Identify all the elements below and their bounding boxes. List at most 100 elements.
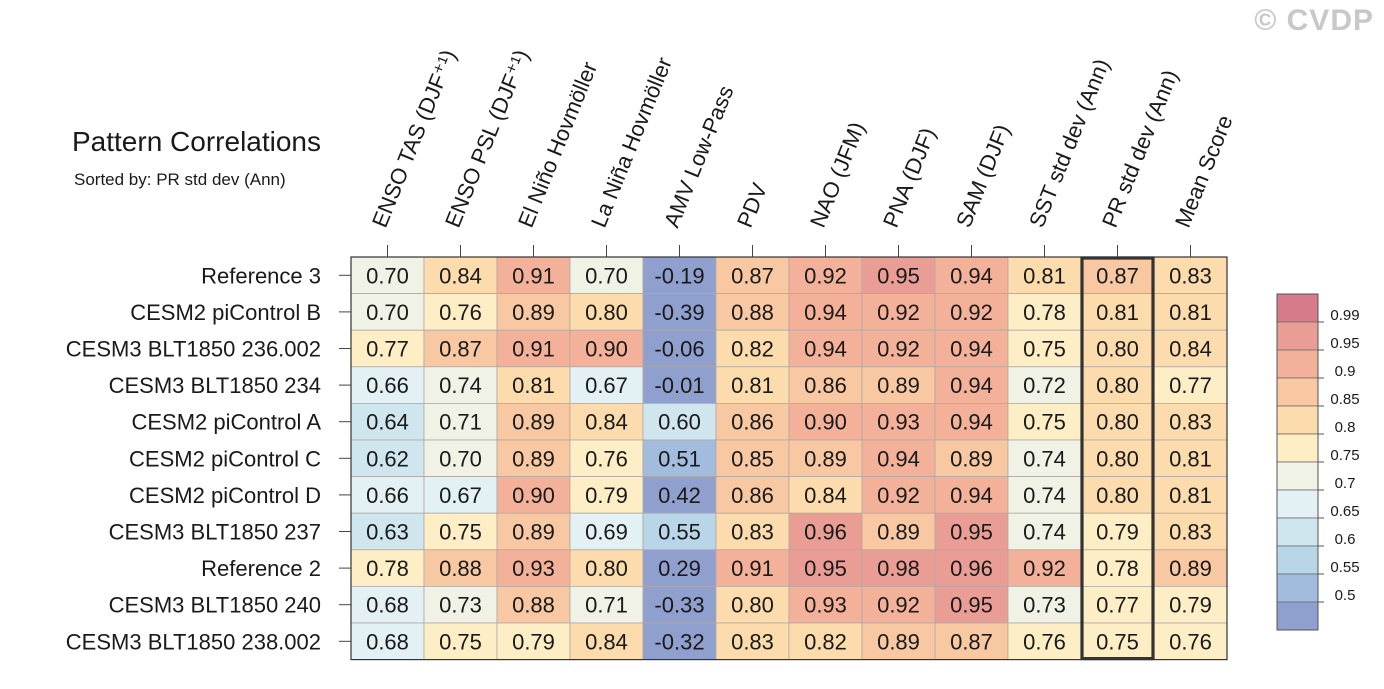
cell-value-label: 0.91 xyxy=(512,263,555,288)
cell-value-label: 0.81 xyxy=(1096,300,1139,325)
cell-value-label: 0.55 xyxy=(658,520,701,545)
colorbar-tick-label: 0.7 xyxy=(1335,475,1356,492)
heatmap-cell xyxy=(1007,586,1082,624)
column-label-sam-djf: SAM (DJF) xyxy=(951,121,1015,231)
cell-value-label: 0.81 xyxy=(1169,483,1212,508)
cell-value-label: 0.66 xyxy=(366,373,409,398)
row-label-cesm2-picontrol-a: CESM2 piControl A xyxy=(131,410,321,435)
row-label-cesm2-picontrol-d: CESM2 piControl D xyxy=(129,483,321,508)
colorbar-segment xyxy=(1276,545,1319,575)
cell-value-label: 0.87 xyxy=(950,629,993,654)
cell-value-label: -0.39 xyxy=(654,300,704,325)
cell-value-label: 0.93 xyxy=(877,410,920,435)
cell-value-label: 0.70 xyxy=(366,300,409,325)
cell-value-label: 0.75 xyxy=(439,520,482,545)
cell-value-label: 0.86 xyxy=(731,410,774,435)
heatmap-cell xyxy=(1153,549,1228,587)
heatmap-cell xyxy=(423,256,498,294)
heatmap-cell xyxy=(861,512,936,551)
cell-value-label: 0.92 xyxy=(877,593,920,618)
cell-value-label: 0.76 xyxy=(439,300,482,325)
cell-value-label: 0.87 xyxy=(439,337,482,362)
heatmap-cell xyxy=(861,402,936,441)
colorbar-tick-label: 0.8 xyxy=(1335,419,1356,436)
heatmap-cell xyxy=(642,402,717,441)
heatmap-cell xyxy=(715,293,790,331)
cell-value-label: 0.94 xyxy=(804,300,847,325)
cell-value-label: 0.92 xyxy=(804,263,847,288)
cell-value-label: 0.91 xyxy=(731,556,774,581)
cell-value-label: 0.95 xyxy=(804,556,847,581)
colorbar-segment xyxy=(1276,405,1319,435)
cell-value-label: 0.86 xyxy=(731,483,774,508)
cell-value-label: 0.92 xyxy=(1023,556,1066,581)
cell-value-label: 0.79 xyxy=(1096,520,1139,545)
cell-value-label: 0.60 xyxy=(658,410,701,435)
cell-value-label: 0.95 xyxy=(877,263,920,288)
cell-value-label: 0.75 xyxy=(1096,629,1139,654)
cell-value-label: 0.86 xyxy=(804,373,847,398)
colorbar-tick-label: 0.9 xyxy=(1335,363,1356,380)
heatmap-cell xyxy=(934,512,1009,551)
cell-value-label: 0.67 xyxy=(585,373,628,398)
heatmap-cell xyxy=(496,622,571,660)
heatmap-cell xyxy=(861,549,936,587)
cell-value-label: 0.81 xyxy=(1169,300,1212,325)
heatmap-cell xyxy=(1080,256,1155,294)
cell-value-label: -0.01 xyxy=(654,373,704,398)
heatmap-cell xyxy=(569,512,644,551)
column-label-la-ni-a-hovm-ller: La Niña Hovmöller xyxy=(586,54,677,231)
cell-value-label: -0.32 xyxy=(654,629,704,654)
colorbar-segment xyxy=(1276,461,1319,491)
heatmap-cell xyxy=(350,439,425,477)
cell-value-label: 0.94 xyxy=(950,373,993,398)
cell-value-label: 0.71 xyxy=(439,410,482,435)
heatmap-cell xyxy=(423,586,498,624)
row-label-cesm2-picontrol-b: CESM2 piControl B xyxy=(130,300,321,325)
cell-value-label: 0.89 xyxy=(804,446,847,471)
heatmap-cell xyxy=(715,402,790,441)
cell-value-label: 0.88 xyxy=(731,300,774,325)
heatmap-cell xyxy=(1080,586,1155,624)
heatmap-cell xyxy=(1007,402,1082,441)
heatmap-cell xyxy=(861,622,936,660)
colorbar-tick-label: 0.95 xyxy=(1330,335,1359,352)
colorbar-tick-label: 0.55 xyxy=(1330,559,1359,576)
cell-value-label: 0.75 xyxy=(1023,337,1066,362)
cell-value-label: 0.88 xyxy=(439,556,482,581)
heatmap-cell xyxy=(1153,329,1228,368)
heatmap-cell xyxy=(1080,512,1155,551)
cell-value-label: 0.78 xyxy=(366,556,409,581)
cell-value-label: 0.72 xyxy=(1023,373,1066,398)
cell-value-label: 0.84 xyxy=(585,629,628,654)
highlighted-column-box xyxy=(1080,256,1155,661)
cell-value-label: 0.89 xyxy=(512,410,555,435)
cell-value-label: 0.85 xyxy=(731,446,774,471)
cell-value-label: 0.87 xyxy=(731,263,774,288)
heatmap-cell xyxy=(423,622,498,660)
cell-value-label: 0.83 xyxy=(1169,263,1212,288)
heatmap-cell xyxy=(350,549,425,587)
heatmap-cell xyxy=(1080,549,1155,587)
cell-value-label: 0.76 xyxy=(1023,629,1066,654)
cell-value-label: 0.66 xyxy=(366,483,409,508)
cell-value-label: 0.82 xyxy=(731,337,774,362)
heatmap-cell xyxy=(642,586,717,624)
column-label-pna-djf: PNA (DJF) xyxy=(878,124,941,231)
cell-value-label: 0.80 xyxy=(1096,410,1139,435)
heatmap-cell xyxy=(715,439,790,477)
column-label-sst-std-dev-ann: SST std dev (Ann) xyxy=(1024,55,1114,231)
cell-value-label: 0.94 xyxy=(950,263,993,288)
cell-value-label: 0.82 xyxy=(804,629,847,654)
heatmap-cell xyxy=(642,366,717,404)
cell-value-label: 0.89 xyxy=(512,300,555,325)
heatmap-cell xyxy=(569,329,644,368)
cell-value-label: 0.67 xyxy=(439,483,482,508)
column-labels: ENSO TAS (DJF⁺¹)ENSO PSL (DJF⁺¹)El Niño … xyxy=(367,46,1238,257)
column-label-el-ni-o-hovm-ller: El Niño Hovmöller xyxy=(513,58,602,231)
colorbar-tick-label: 0.85 xyxy=(1330,391,1359,408)
heatmap-cell xyxy=(1007,512,1082,551)
colorbar-segment xyxy=(1276,573,1319,603)
colorbar-segment xyxy=(1276,377,1319,407)
